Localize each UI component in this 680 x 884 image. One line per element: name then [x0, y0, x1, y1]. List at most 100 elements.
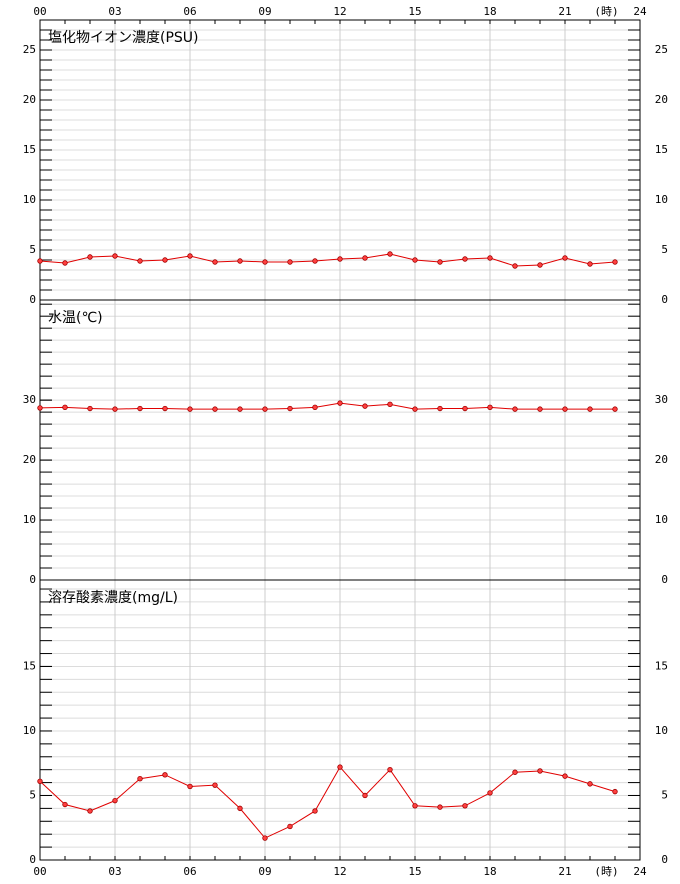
- data-point: [112, 406, 118, 412]
- y-tick-label: 10: [655, 724, 668, 737]
- x-tick-label: 09: [258, 865, 271, 878]
- x-tick-label: 24: [633, 865, 647, 878]
- data-point: [537, 406, 543, 412]
- y-tick-label: 0: [661, 293, 668, 306]
- data-point: [487, 255, 493, 261]
- y-tick-label: 0: [29, 293, 36, 306]
- data-point: [37, 778, 43, 784]
- y-tick-label: 25: [655, 43, 668, 56]
- data-point: [337, 400, 343, 406]
- data-point: [362, 255, 368, 261]
- x-tick-label: 12: [333, 5, 346, 18]
- data-point: [237, 406, 243, 412]
- data-point: [287, 405, 293, 412]
- y-tick-label: 5: [29, 788, 36, 801]
- x-tick-label: 21: [558, 865, 571, 878]
- data-point: [112, 253, 118, 259]
- x-tick-label: 15: [408, 865, 421, 878]
- data-point: [587, 781, 593, 787]
- data-point: [87, 808, 93, 814]
- data-point: [562, 255, 568, 261]
- data-point: [537, 768, 543, 774]
- data-point: [37, 258, 43, 264]
- data-point: [487, 404, 493, 411]
- y-tick-label: 15: [655, 143, 668, 156]
- data-point: [412, 406, 418, 412]
- x-tick-label: 24: [633, 5, 647, 18]
- data-point: [487, 790, 493, 796]
- data-point: [62, 260, 68, 266]
- data-point: [187, 406, 193, 412]
- data-point: [512, 406, 518, 412]
- x-tick-label: 03: [108, 865, 121, 878]
- panel-title: 水温(℃): [48, 310, 103, 326]
- x-tick-label: 09: [258, 5, 271, 18]
- data-point: [562, 773, 568, 779]
- data-point: [612, 259, 618, 265]
- data-point: [362, 403, 368, 409]
- x-tick-label: 21: [558, 5, 571, 18]
- data-point: [162, 257, 168, 263]
- x-tick-label: 00: [33, 865, 46, 878]
- data-point: [262, 835, 268, 841]
- data-point: [237, 258, 243, 264]
- data-point: [512, 263, 518, 269]
- y-tick-label: 20: [23, 93, 36, 106]
- data-point: [137, 405, 143, 412]
- y-tick-label: 5: [661, 788, 668, 801]
- data-point: [612, 788, 618, 795]
- data-point: [187, 783, 193, 790]
- y-tick-label: 10: [23, 513, 36, 526]
- x-tick-label: 18: [483, 865, 496, 878]
- data-point: [287, 823, 293, 830]
- data-line: [39, 253, 616, 267]
- data-point: [212, 782, 218, 788]
- y-tick-label: 10: [655, 513, 668, 526]
- data-point: [437, 259, 443, 265]
- data-point: [137, 776, 143, 782]
- data-point: [437, 804, 443, 810]
- x-tick-label: 18: [483, 5, 496, 18]
- y-tick-label: 0: [661, 853, 668, 866]
- data-point: [112, 797, 118, 804]
- data-point: [262, 406, 268, 412]
- y-tick-label: 0: [661, 573, 668, 586]
- data-point: [87, 405, 93, 412]
- y-tick-label: 15: [655, 659, 668, 672]
- data-point: [62, 404, 68, 411]
- y-tick-label: 5: [29, 243, 36, 256]
- data-point: [412, 257, 418, 263]
- panel-title: 塩化物イオン濃度(PSU): [48, 30, 199, 46]
- y-tick-label: 0: [29, 853, 36, 866]
- y-tick-label: 30: [23, 393, 36, 406]
- y-tick-label: 30: [655, 393, 668, 406]
- x-tick-label: 06: [183, 865, 196, 878]
- data-point: [287, 259, 293, 265]
- y-tick-label: 10: [23, 724, 36, 737]
- plot-frame: [39, 579, 641, 861]
- data-point: [587, 261, 593, 267]
- data-point: [237, 805, 243, 812]
- y-tick-label: 10: [23, 193, 36, 206]
- x-unit-label: (時): [594, 865, 618, 878]
- data-point: [562, 406, 568, 412]
- data-point: [462, 256, 468, 262]
- data-point: [187, 253, 193, 259]
- data-point: [462, 803, 468, 809]
- data-point: [412, 803, 418, 809]
- y-tick-label: 15: [23, 659, 36, 672]
- data-point: [62, 801, 68, 808]
- data-point: [37, 405, 43, 411]
- data-point: [537, 262, 543, 268]
- x-tick-label: 12: [333, 865, 346, 878]
- data-point: [512, 769, 518, 775]
- x-tick-label: 03: [108, 5, 121, 18]
- y-tick-label: 20: [655, 93, 668, 106]
- y-tick-label: 20: [23, 453, 36, 466]
- data-point: [337, 256, 343, 262]
- y-tick-label: 15: [23, 143, 36, 156]
- data-point: [162, 405, 168, 412]
- data-point: [137, 258, 143, 264]
- data-point: [212, 406, 218, 412]
- data-point: [262, 259, 268, 265]
